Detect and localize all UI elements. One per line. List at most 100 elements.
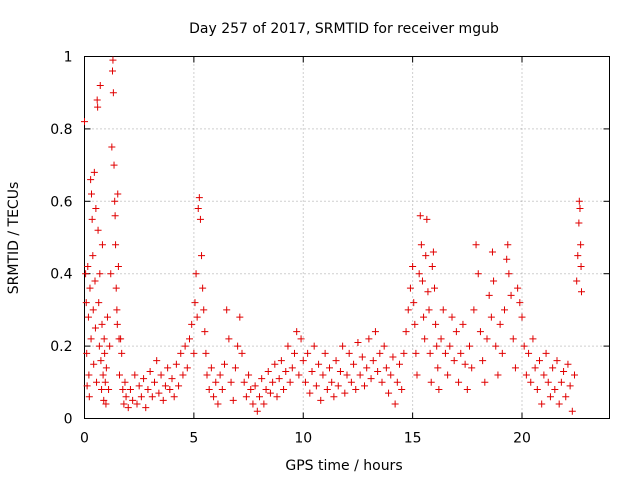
data-point bbox=[425, 306, 433, 314]
axes bbox=[84, 56, 610, 419]
data-point bbox=[413, 371, 421, 379]
data-point bbox=[264, 367, 272, 375]
data-point bbox=[361, 382, 368, 390]
data-point bbox=[181, 342, 189, 350]
data-point bbox=[378, 378, 386, 386]
data-point bbox=[121, 378, 129, 386]
ticks: 0 5 10 15 20 0 0.2 0.4 0.6 0.8 1 bbox=[50, 50, 610, 447]
data-point bbox=[102, 364, 110, 372]
data-point bbox=[108, 143, 116, 151]
data-point bbox=[81, 118, 88, 126]
data-point bbox=[531, 364, 539, 372]
data-point bbox=[374, 367, 382, 375]
data-point bbox=[87, 176, 95, 184]
data-point bbox=[507, 291, 515, 299]
data-point bbox=[387, 371, 395, 379]
data-point bbox=[520, 342, 528, 350]
data-point bbox=[110, 161, 118, 169]
data-point bbox=[271, 360, 279, 368]
data-point bbox=[113, 320, 121, 328]
data-point bbox=[409, 262, 417, 270]
data-point bbox=[423, 215, 431, 223]
data-point bbox=[557, 378, 565, 386]
data-point bbox=[560, 367, 568, 375]
data-point bbox=[231, 364, 239, 372]
data-point bbox=[402, 328, 410, 336]
data-point bbox=[546, 393, 554, 401]
data-point bbox=[168, 375, 176, 383]
data-point bbox=[101, 378, 109, 386]
data-point bbox=[332, 357, 340, 365]
data-point bbox=[434, 364, 442, 372]
data-point bbox=[262, 386, 270, 394]
data-point bbox=[356, 371, 364, 379]
data-point bbox=[553, 357, 561, 365]
data-point bbox=[194, 205, 202, 213]
data-point bbox=[155, 389, 163, 397]
data-point bbox=[100, 335, 108, 343]
x-tick-label: 5 bbox=[189, 431, 198, 447]
data-point bbox=[396, 360, 403, 368]
data-point bbox=[310, 342, 318, 350]
data-point bbox=[96, 81, 104, 89]
data-point bbox=[389, 353, 397, 361]
data-point bbox=[193, 313, 201, 321]
data-point bbox=[529, 335, 537, 343]
data-point bbox=[89, 306, 97, 314]
data-point bbox=[516, 299, 524, 307]
data-point bbox=[258, 375, 266, 383]
data-point bbox=[468, 364, 476, 372]
data-point bbox=[452, 328, 460, 336]
data-point bbox=[247, 386, 255, 394]
data-point bbox=[315, 360, 323, 368]
data-point bbox=[249, 400, 257, 408]
data-point bbox=[203, 371, 211, 379]
data-point bbox=[129, 396, 137, 404]
data-point bbox=[87, 335, 95, 343]
data-point bbox=[85, 393, 93, 401]
data-point bbox=[101, 349, 109, 357]
data-point bbox=[488, 248, 496, 256]
data-point bbox=[363, 364, 371, 372]
data-point bbox=[328, 378, 336, 386]
data-point bbox=[100, 396, 108, 404]
data-point bbox=[418, 277, 426, 285]
data-point bbox=[175, 382, 183, 390]
data-point bbox=[245, 371, 253, 379]
data-point bbox=[131, 371, 139, 379]
data-point bbox=[106, 342, 114, 350]
data-point bbox=[253, 407, 261, 415]
data-point bbox=[354, 338, 362, 346]
data-point bbox=[431, 284, 438, 292]
data-point bbox=[96, 270, 104, 278]
data-point bbox=[202, 349, 210, 357]
data-point bbox=[195, 194, 203, 202]
data-point bbox=[380, 342, 388, 350]
y-tick-label: 0.4 bbox=[50, 267, 72, 283]
data-point bbox=[382, 364, 390, 372]
data-point bbox=[286, 378, 294, 386]
data-point bbox=[323, 386, 331, 394]
data-point bbox=[326, 364, 333, 372]
data-point bbox=[448, 313, 456, 321]
data-point bbox=[444, 371, 452, 379]
data-point bbox=[124, 404, 132, 412]
data-point bbox=[83, 382, 91, 390]
data-point bbox=[504, 241, 512, 249]
data-point bbox=[503, 255, 511, 263]
data-point bbox=[112, 284, 120, 292]
data-point bbox=[251, 382, 259, 390]
data-point bbox=[266, 389, 274, 397]
data-point bbox=[576, 205, 584, 213]
data-point bbox=[288, 364, 296, 372]
data-point bbox=[157, 371, 165, 379]
data-point bbox=[142, 404, 150, 412]
data-point bbox=[102, 400, 110, 408]
data-point bbox=[555, 400, 563, 408]
data-point bbox=[299, 357, 307, 365]
data-point bbox=[306, 389, 314, 397]
data-point bbox=[140, 375, 148, 383]
data-point bbox=[297, 335, 305, 343]
data-point bbox=[166, 386, 174, 394]
data-point bbox=[192, 270, 200, 278]
